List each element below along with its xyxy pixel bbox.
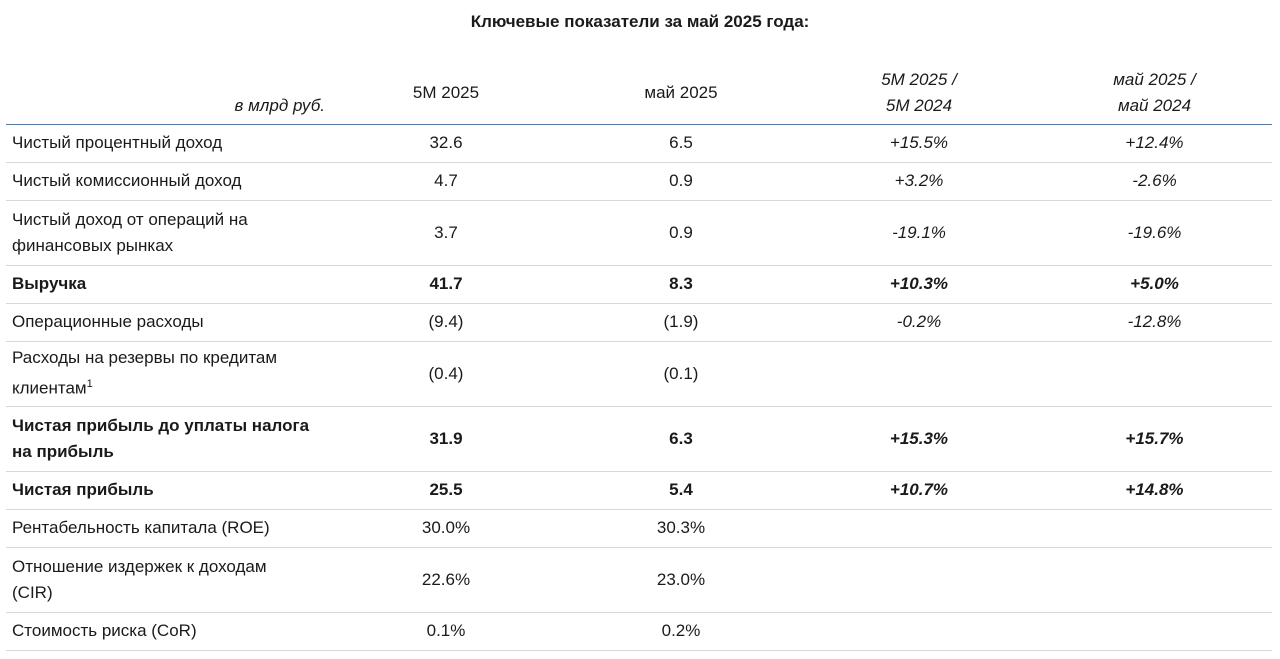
row-label: Чистый процентный доход — [6, 124, 331, 162]
cell-may-yoy: +12.4% — [1037, 124, 1272, 162]
cell-5m-yoy — [801, 612, 1037, 650]
header-5m-2025: 5M 2025 — [331, 62, 561, 124]
cell-5m-2025: (9.4) — [331, 303, 561, 341]
row-label: Рентабельность капитала (ROE) — [6, 509, 331, 547]
cell-may-yoy: -19.6% — [1037, 200, 1272, 265]
cell-5m-yoy: +3.2% — [801, 162, 1037, 200]
cell-may-2025: (0.1) — [561, 341, 801, 406]
row-label: Операционные расходы — [6, 303, 331, 341]
cell-may-2025: 0.2% — [561, 612, 801, 650]
cell-5m-yoy: -0.2% — [801, 303, 1037, 341]
cell-may-yoy — [1037, 509, 1272, 547]
cell-may-2025: (1.9) — [561, 303, 801, 341]
cell-may-2025: 0.9 — [561, 200, 801, 265]
cell-5m-yoy: -19.1% — [801, 200, 1037, 265]
cell-may-2025: 5.4 — [561, 471, 801, 509]
cell-may-yoy — [1037, 612, 1272, 650]
cell-5m-2025: (0.4) — [331, 341, 561, 406]
cell-5m-yoy — [801, 547, 1037, 612]
row-label: Чистая прибыль — [6, 471, 331, 509]
table-row: Стоимость риска (CoR) 0.1% 0.2% — [6, 612, 1272, 650]
table-row: Чистый комиссионный доход 4.7 0.9 +3.2% … — [6, 162, 1272, 200]
cell-may-yoy: -2.6% — [1037, 162, 1272, 200]
cell-5m-yoy: +15.3% — [801, 406, 1037, 471]
footnote-marker: 1 — [87, 378, 93, 390]
cell-may-yoy — [1037, 547, 1272, 612]
row-label: Выручка — [6, 265, 331, 303]
table-row: Чистая прибыль до уплаты налога на прибыл… — [6, 406, 1272, 471]
cell-5m-2025: 25.5 — [331, 471, 561, 509]
cell-5m-yoy: +15.5% — [801, 124, 1037, 162]
cell-may-yoy — [1037, 341, 1272, 406]
table-row: Рентабельность капитала (ROE) 30.0% 30.3… — [6, 509, 1272, 547]
row-label: Чистая прибыль до уплаты налога на прибыл… — [6, 406, 331, 471]
cell-may-2025: 0.9 — [561, 162, 801, 200]
row-label: Чистый доход от операций на финансовых ры… — [6, 200, 331, 265]
table-row: Выручка 41.7 8.3 +10.3% +5.0% — [6, 265, 1272, 303]
page-title: Ключевые показатели за май 2025 года: — [0, 12, 1280, 32]
cell-5m-yoy: +10.7% — [801, 471, 1037, 509]
table-row: Операционные расходы (9.4) (1.9) -0.2% -… — [6, 303, 1272, 341]
cell-5m-yoy: +10.3% — [801, 265, 1037, 303]
table-row: Расходы на резервы по кредитам клиентам1 … — [6, 341, 1272, 406]
cell-may-yoy: +15.7% — [1037, 406, 1272, 471]
table-row: Отношение издержек к доходам (CIR) 22.6% … — [6, 547, 1272, 612]
cell-may-2025: 6.3 — [561, 406, 801, 471]
row-label: Расходы на резервы по кредитам клиентам1 — [6, 341, 331, 406]
header-unit: в млрд руб. — [6, 62, 331, 124]
cell-may-2025: 30.3% — [561, 509, 801, 547]
cell-may-yoy: +14.8% — [1037, 471, 1272, 509]
cell-5m-2025: 41.7 — [331, 265, 561, 303]
header-may-2025: май 2025 — [561, 62, 801, 124]
table-row: Чистый процентный доход 32.6 6.5 +15.5% … — [6, 124, 1272, 162]
cell-5m-yoy — [801, 509, 1037, 547]
header-may-yoy: май 2025 /май 2024 — [1037, 62, 1272, 124]
row-label: Чистый комиссионный доход — [6, 162, 331, 200]
header-5m-yoy: 5M 2025 /5M 2024 — [801, 62, 1037, 124]
cell-may-yoy: +5.0% — [1037, 265, 1272, 303]
cell-may-2025: 8.3 — [561, 265, 801, 303]
row-label: Стоимость риска (CoR) — [6, 612, 331, 650]
cell-5m-2025: 30.0% — [331, 509, 561, 547]
cell-5m-2025: 4.7 — [331, 162, 561, 200]
cell-5m-2025: 0.1% — [331, 612, 561, 650]
key-metrics-table: в млрд руб. 5M 2025 май 2025 5M 2025 /5M… — [6, 62, 1272, 651]
cell-5m-2025: 3.7 — [331, 200, 561, 265]
cell-may-yoy: -12.8% — [1037, 303, 1272, 341]
table-row: Чистая прибыль 25.5 5.4 +10.7% +14.8% — [6, 471, 1272, 509]
cell-5m-2025: 31.9 — [331, 406, 561, 471]
cell-may-2025: 6.5 — [561, 124, 801, 162]
table-row: Чистый доход от операций на финансовых ры… — [6, 200, 1272, 265]
row-label: Отношение издержек к доходам (CIR) — [6, 547, 331, 612]
cell-5m-2025: 22.6% — [331, 547, 561, 612]
cell-5m-2025: 32.6 — [331, 124, 561, 162]
cell-5m-yoy — [801, 341, 1037, 406]
table-header-row: в млрд руб. 5M 2025 май 2025 5M 2025 /5M… — [6, 62, 1272, 124]
cell-may-2025: 23.0% — [561, 547, 801, 612]
